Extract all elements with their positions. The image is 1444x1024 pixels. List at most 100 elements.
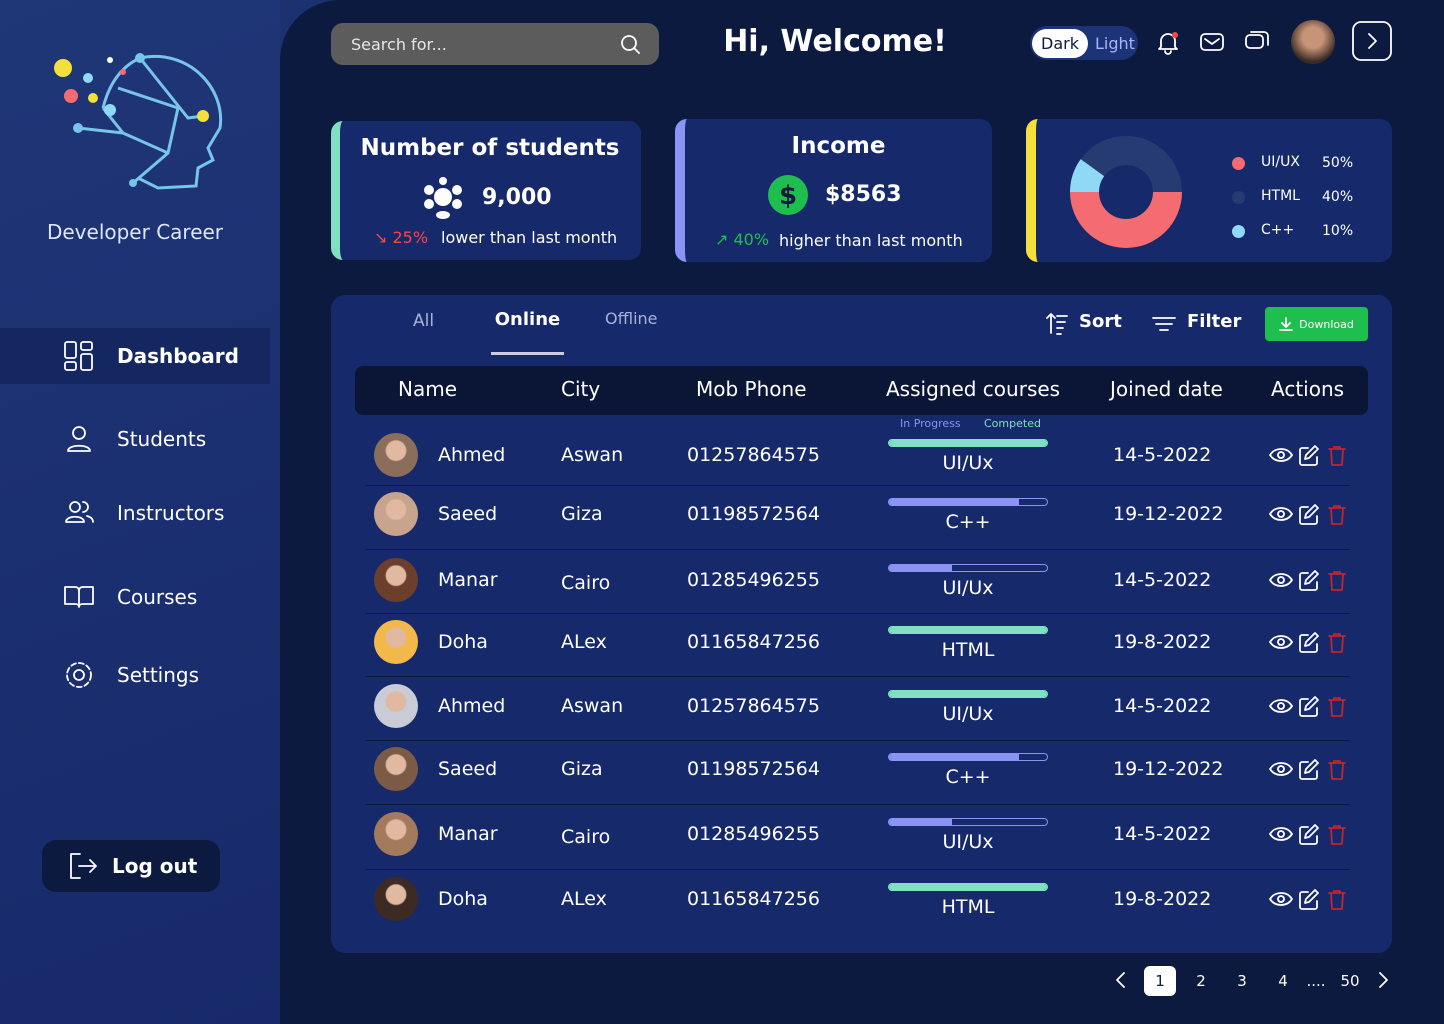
edit-action[interactable] [1299,889,1319,910]
delete-action[interactable] [1328,446,1346,466]
download-label: Download [1299,317,1354,331]
prev-page[interactable] [1112,970,1130,990]
nav-item[interactable]: Students [0,411,280,467]
view-action[interactable] [1269,635,1293,649]
edit-action[interactable] [1299,824,1319,845]
change-value: 25% [392,228,429,247]
donut-segment [1080,135,1182,192]
delete-action[interactable] [1328,825,1346,845]
nav-item[interactable]: Settings [0,647,280,703]
nav-label: Instructors [117,501,225,525]
progress-legend: Competed [984,417,1041,430]
icon [65,501,94,523]
notifications[interactable] [1155,29,1181,55]
nav-label: Settings [117,663,200,687]
page-number[interactable]: 2 [1196,972,1206,990]
download-button[interactable]: Download [1265,307,1368,341]
sort-button[interactable]: Sort [1045,311,1122,337]
progress-fill [889,819,953,825]
logout-label: Log out [112,854,198,878]
greeting: Hi, Welcome! [723,24,947,59]
messages[interactable] [1244,29,1270,55]
nav-item[interactable]: Dashboard [0,328,270,384]
student-name: Manar [438,823,498,845]
joined-date: 14-5-2022 [1113,823,1212,845]
nav-item[interactable]: Courses [0,569,280,625]
progress-fill [889,499,1019,505]
card-title: Income [791,133,886,159]
joined-date: 14-5-2022 [1113,569,1212,591]
row-divider [366,739,1350,741]
tab-active[interactable]: Online [491,309,564,355]
course: C++ [945,766,991,788]
next-page[interactable] [1374,970,1392,990]
page-number[interactable]: 3 [1237,972,1247,990]
view-action[interactable] [1269,507,1293,521]
row-actions [1269,504,1346,525]
city: ALex [561,888,607,910]
city: Cairo [561,572,611,594]
donut-chart [1070,135,1182,248]
row-divider [366,803,1350,805]
theme-option[interactable]: Light [1094,33,1135,53]
phone: 01257864575 [687,695,820,717]
delete-action[interactable] [1328,697,1346,717]
view-action[interactable] [1269,699,1293,713]
joined-date: 14-5-2022 [1113,444,1212,466]
edit-action[interactable] [1299,759,1319,780]
edit-action[interactable] [1299,504,1319,525]
icon [64,341,93,371]
progress-fill [889,627,1047,633]
card-title: Number of students [360,135,620,161]
edit-action[interactable] [1299,696,1319,717]
legend-label: UI/UX [1261,154,1300,170]
delete-action[interactable] [1328,890,1346,910]
joined-date: 19-12-2022 [1113,758,1224,780]
student-name: Doha [438,631,488,653]
nav-item[interactable]: Instructors [0,485,280,541]
tab[interactable]: Offline [605,309,658,328]
delete-action[interactable] [1328,633,1346,653]
view-action[interactable] [1269,573,1293,587]
filter-button[interactable]: Filter [1151,311,1241,337]
page-number[interactable]: 1 [1144,966,1176,996]
edit-action[interactable] [1299,570,1319,591]
course: UI/Ux [942,577,994,599]
edit-action[interactable] [1299,445,1319,466]
theme-toggle[interactable]: Dark Light [1030,26,1138,60]
city: Cairo [561,826,611,848]
sidebar: Developer Career Dashboard Students Inst… [0,0,280,1024]
icon [70,853,97,879]
city: Aswan [561,695,624,717]
row-actions [1269,824,1346,845]
logout-button[interactable]: Log out [42,840,220,892]
course-chart-card: UI/UX 50% HTML 40% C++ 10% [1026,119,1392,262]
theme-option[interactable]: Dark [1032,28,1088,58]
tab[interactable]: All [413,311,435,331]
delete-action[interactable] [1328,505,1346,525]
joined-date: 14-5-2022 [1113,695,1212,717]
avatar [374,684,418,728]
column-header: Name [398,377,458,401]
column-header: Joined date [1110,377,1223,401]
view-action[interactable] [1269,448,1293,462]
view-action[interactable] [1269,827,1293,841]
delete-action[interactable] [1328,571,1346,591]
progress-track [888,564,1048,572]
expand-button[interactable] [1352,21,1392,61]
phone: 01165847256 [687,888,820,910]
progress-track [888,753,1048,761]
page-number[interactable]: 4 [1278,972,1288,990]
edit-action[interactable] [1299,632,1319,653]
student-name: Saeed [438,758,498,780]
view-action[interactable] [1269,762,1293,776]
view-action[interactable] [1269,892,1293,906]
delete-action[interactable] [1328,760,1346,780]
mail[interactable] [1199,29,1225,55]
profile-avatar[interactable] [1291,20,1335,64]
row-actions [1269,632,1346,653]
search-box[interactable]: Search for... [331,23,659,65]
page-number[interactable]: 50 [1340,972,1360,990]
tab-label: Online [494,309,561,330]
